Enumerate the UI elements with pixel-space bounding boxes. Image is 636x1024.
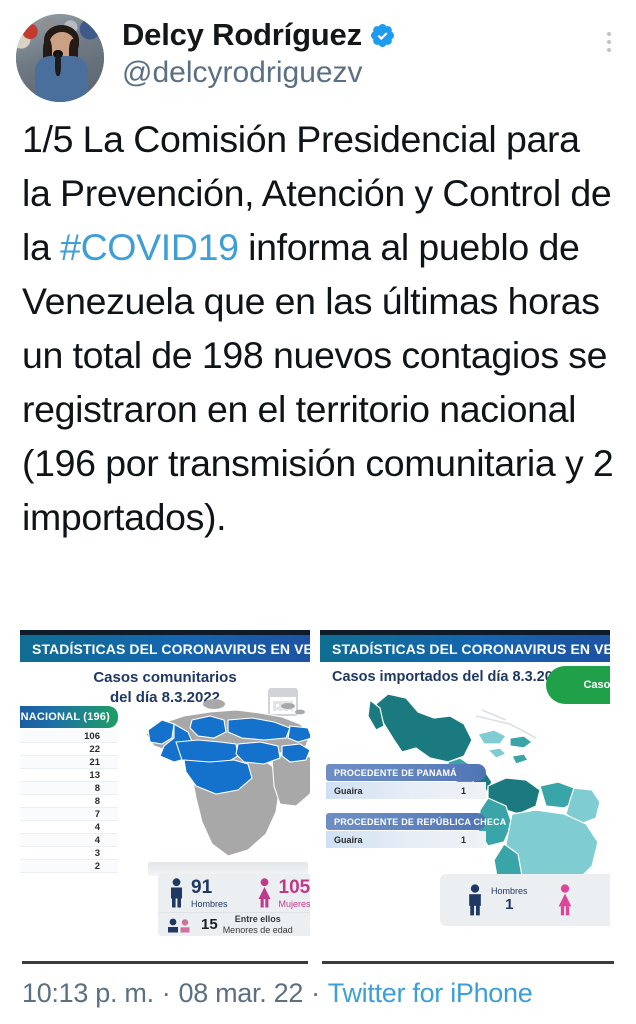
- media-card-casos-comunitarios[interactable]: STADÍSTICAS DEL CORONAVIRUS EN VENEZUEL …: [20, 616, 310, 950]
- table-row: 2: [20, 860, 118, 873]
- origin-panama-state: Guaira: [334, 785, 363, 796]
- more-options-icon[interactable]: [596, 22, 622, 62]
- account-name-block: Delcy Rodríguez @delcyrodriguezv: [122, 14, 596, 91]
- footer-separator-2: ·: [311, 978, 320, 1008]
- avatar-body: [35, 56, 89, 102]
- venezuela-map: [145, 699, 310, 857]
- gender-summary-left: 91 Hombres 105 Mujeres: [158, 874, 310, 936]
- media-divider-gap: [308, 961, 322, 964]
- tweet-footer: 10:13 p. m. · 08 mar. 22 · Twitter for iPhon…: [22, 978, 533, 1009]
- origin-czech-header: PROCEDENTE DE REPÚBLICA CHECA: [326, 813, 506, 830]
- male-label: Hombres: [191, 898, 228, 909]
- avatar-hair-right: [68, 38, 79, 67]
- media-subtitle-left: Casos comunitarios del día 8.3.2022: [20, 668, 310, 709]
- male-count-right: 1: [505, 896, 514, 914]
- male-label-right: Hombres: [491, 885, 528, 896]
- table-row: 22: [20, 743, 118, 756]
- stat-banner-text-left: STADÍSTICAS DEL CORONAVIRUS EN VENEZUEL: [32, 640, 310, 657]
- female-icon: [258, 878, 271, 908]
- display-name-row: Delcy Rodríguez: [122, 17, 596, 53]
- table-body: 106 22 21 13 8 8 7 4 4 3 2: [20, 728, 118, 877]
- origin-czech: PROCEDENTE DE REPÚBLICA CHECA Guaira 1: [326, 813, 506, 848]
- table-row: 4: [20, 821, 118, 834]
- tweet-time: 10:13 p. m.: [22, 978, 154, 1008]
- female-icon: [558, 884, 571, 916]
- tweet-media-row: STADÍSTICAS DEL CORONAVIRUS EN VENEZUEL …: [20, 616, 620, 950]
- table-row: 8: [20, 795, 118, 808]
- national-total-table: L NACIONAL (196) 106 22 21 13 8 8 7 4 4 …: [20, 706, 118, 877]
- male-text-right: Hombres 1: [491, 886, 528, 915]
- origin-panama-row: Guaira 1: [326, 782, 486, 799]
- minors-count: 15: [201, 916, 218, 933]
- verified-badge-icon: [370, 23, 394, 47]
- table-row: 7: [20, 808, 118, 821]
- table-row: 8: [20, 782, 118, 795]
- female-label: Mujeres: [278, 898, 310, 909]
- minors-icon: [168, 918, 190, 932]
- media-card-casos-importados[interactable]: STADÍSTICAS DEL CORONAVIRUS EN VENEZUEL …: [320, 616, 610, 950]
- casos-badge-label: Casos: [583, 679, 610, 691]
- table-row: 106: [20, 730, 118, 743]
- male-icon: [171, 878, 182, 908]
- avatar-hair-left: [43, 38, 53, 66]
- more-dot-2: [607, 40, 611, 44]
- banner-cap-left: [20, 630, 310, 639]
- minors-prefix: Entre ellos: [234, 914, 281, 925]
- tweet-text-part1: 1/5 La Comisión Presidencial para la Pre…: [22, 118, 612, 268]
- female-count: 105: [278, 876, 310, 898]
- origin-czech-row: Guaira 1: [326, 831, 486, 848]
- footer-separator-1: ·: [161, 978, 171, 1008]
- map-shadow-left: [148, 862, 308, 876]
- male-stat: 91 Hombres: [168, 878, 228, 909]
- female-stat: 105 Mujeres: [256, 878, 310, 909]
- stat-banner-right: STADÍSTICAS DEL CORONAVIRUS EN VENEZUEL: [320, 635, 610, 662]
- stat-banner-text-right: STADÍSTICAS DEL CORONAVIRUS EN VENEZUEL: [332, 640, 610, 657]
- origin-czech-count: 1: [460, 834, 466, 845]
- female-stat-right: [556, 884, 574, 916]
- tweet-header: Delcy Rodríguez @delcyrodriguezv: [0, 0, 636, 110]
- minors-label: Menores de edad: [222, 924, 293, 935]
- male-count: 91: [191, 876, 213, 898]
- more-dot-3: [607, 48, 611, 52]
- origin-panama-count: 1: [460, 785, 466, 796]
- minors-row: 15 Entre ellos Menores de edad: [158, 912, 310, 936]
- tweet-text: 1/5 La Comisión Presidencial para la Pre…: [0, 110, 636, 544]
- banner-cap-right: [320, 630, 610, 639]
- table-row: 13: [20, 769, 118, 782]
- tweet-date: 08 mar. 22: [178, 978, 304, 1008]
- gender-counts-row: 91 Hombres 105 Mujeres: [158, 874, 310, 912]
- media-subtitle-right: Casos importados del día 8.3.2022: [332, 669, 569, 685]
- avatar-mic: [54, 52, 61, 76]
- stat-banner-left: STADÍSTICAS DEL CORONAVIRUS EN VENEZUEL: [20, 635, 310, 662]
- media-subtitle-left-line1: Casos comunitarios: [93, 669, 237, 686]
- more-dot-1: [607, 32, 611, 36]
- table-header: L NACIONAL (196): [20, 706, 118, 728]
- origin-panama: PROCEDENTE DE PANAMÁ Guaira 1: [326, 764, 486, 799]
- table-row: 3: [20, 847, 118, 860]
- media-subtitle-left-line2: del día 8.3.2022: [109, 689, 221, 707]
- account-handle[interactable]: @delcyrodriguezv: [122, 55, 363, 89]
- male-icon: [469, 884, 481, 916]
- casos-badge: Casos: [546, 666, 610, 704]
- tweet-source[interactable]: Twitter for iPhone: [327, 978, 533, 1008]
- hashtag-covid19[interactable]: #COVID19: [60, 226, 239, 268]
- tweet-text-part2: informa al pueblo de Venezuela que en la…: [22, 226, 614, 538]
- table-row: 4: [20, 834, 118, 847]
- origin-czech-state: Guaira: [334, 834, 363, 845]
- media-divider: [22, 961, 614, 964]
- gender-summary-right: Hombres 1: [440, 874, 610, 926]
- minors-label-block: Entre ellos Menores de edad: [223, 914, 293, 935]
- male-stat-right: Hombres 1: [466, 884, 528, 916]
- avatar[interactable]: [16, 14, 104, 102]
- origin-panama-header: PROCEDENTE DE PANAMÁ: [326, 764, 486, 781]
- display-name[interactable]: Delcy Rodríguez: [122, 17, 362, 52]
- table-row: 21: [20, 756, 118, 769]
